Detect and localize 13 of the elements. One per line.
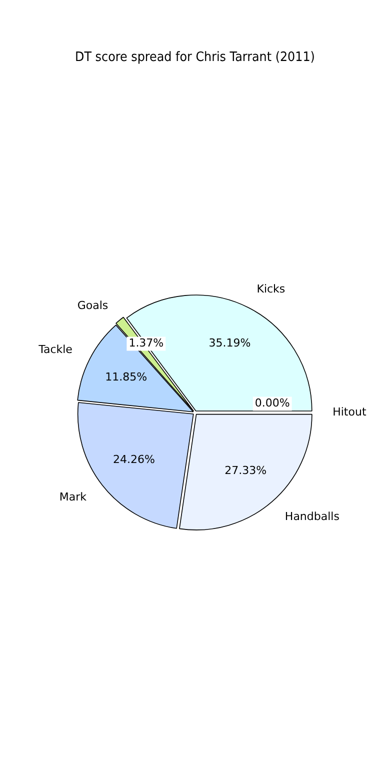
slice-label: Mark: [59, 490, 88, 504]
data-label: 24.26%: [113, 453, 155, 466]
data-label: 11.85%: [105, 370, 148, 384]
slice-label: Tackle: [38, 343, 73, 356]
slice-label: Goals: [77, 298, 108, 312]
slice-label: Handballs: [284, 510, 340, 523]
category-label: Hitout: [332, 406, 366, 419]
slice-label: Kicks: [256, 282, 286, 296]
text: 0.00%: [254, 396, 290, 410]
chart-title: DT score spread for Chris Tarrant (2011): [75, 48, 315, 64]
data-label: 27.33%: [224, 464, 267, 478]
data-label: 35.19%: [208, 336, 251, 350]
data-label: 1.37%: [128, 336, 164, 350]
